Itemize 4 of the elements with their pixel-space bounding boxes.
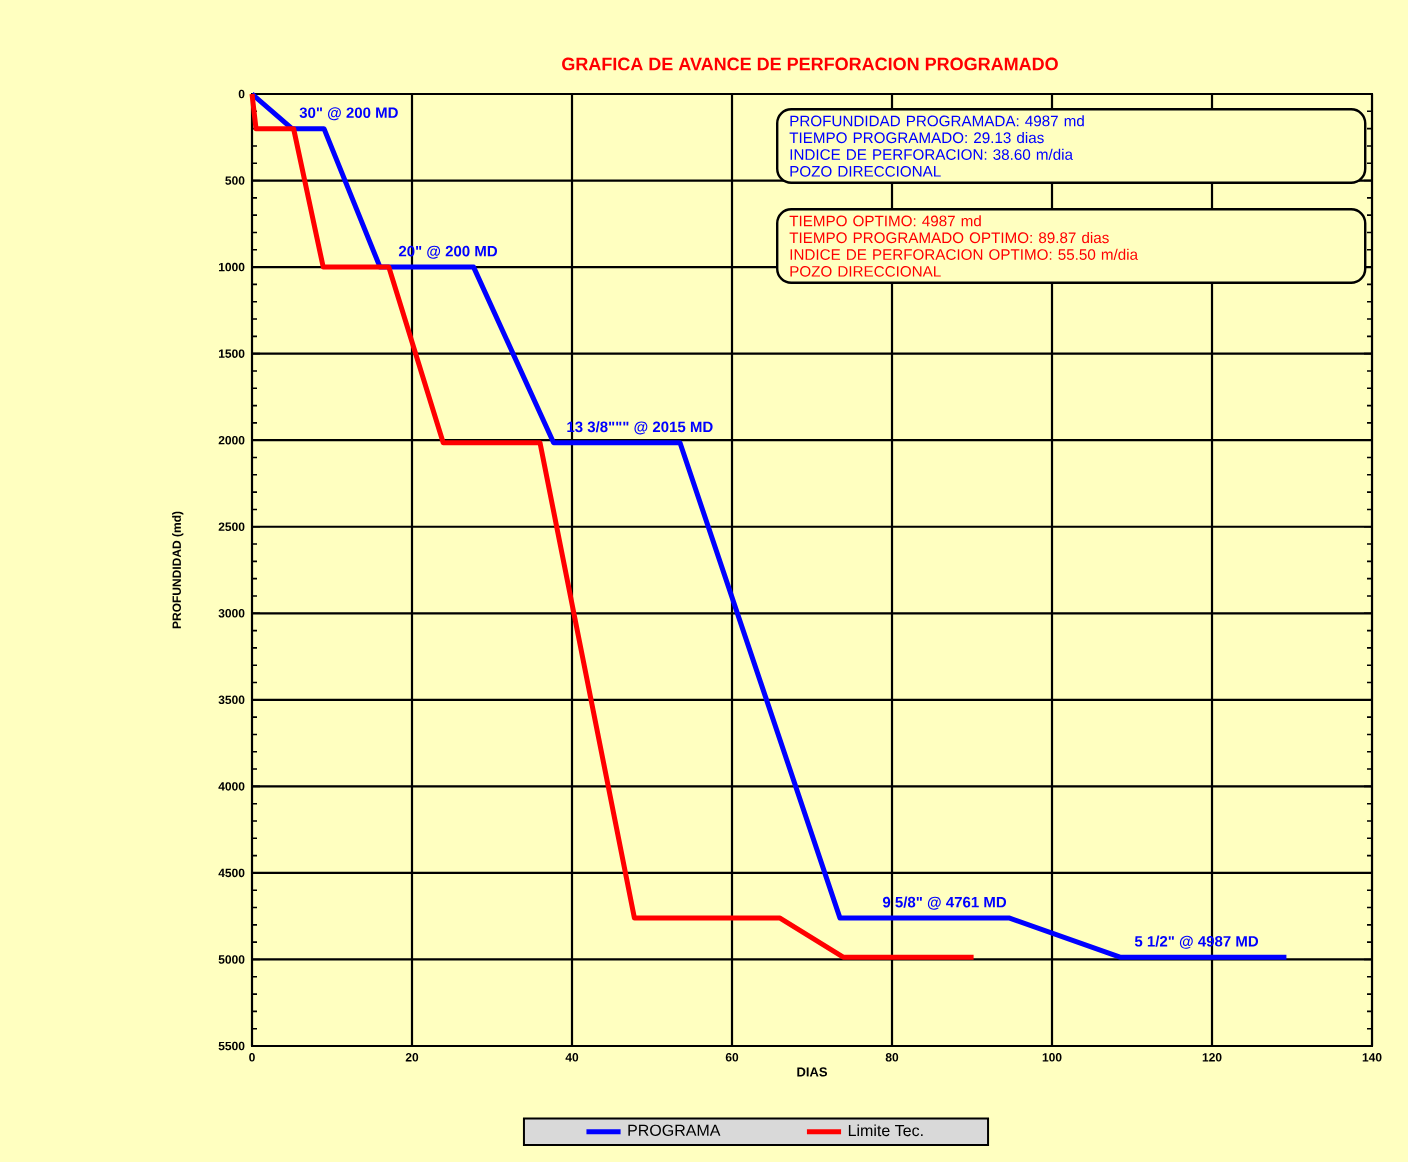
legend-label: Limite Tec. bbox=[848, 1124, 923, 1137]
chart-title: GRAFICA DE AVANCE DE PERFORACION PROGRAMADO bbox=[562, 57, 1058, 71]
line-series bbox=[249, 91, 1289, 960]
legend-label: PROGRAMA bbox=[628, 1124, 721, 1136]
